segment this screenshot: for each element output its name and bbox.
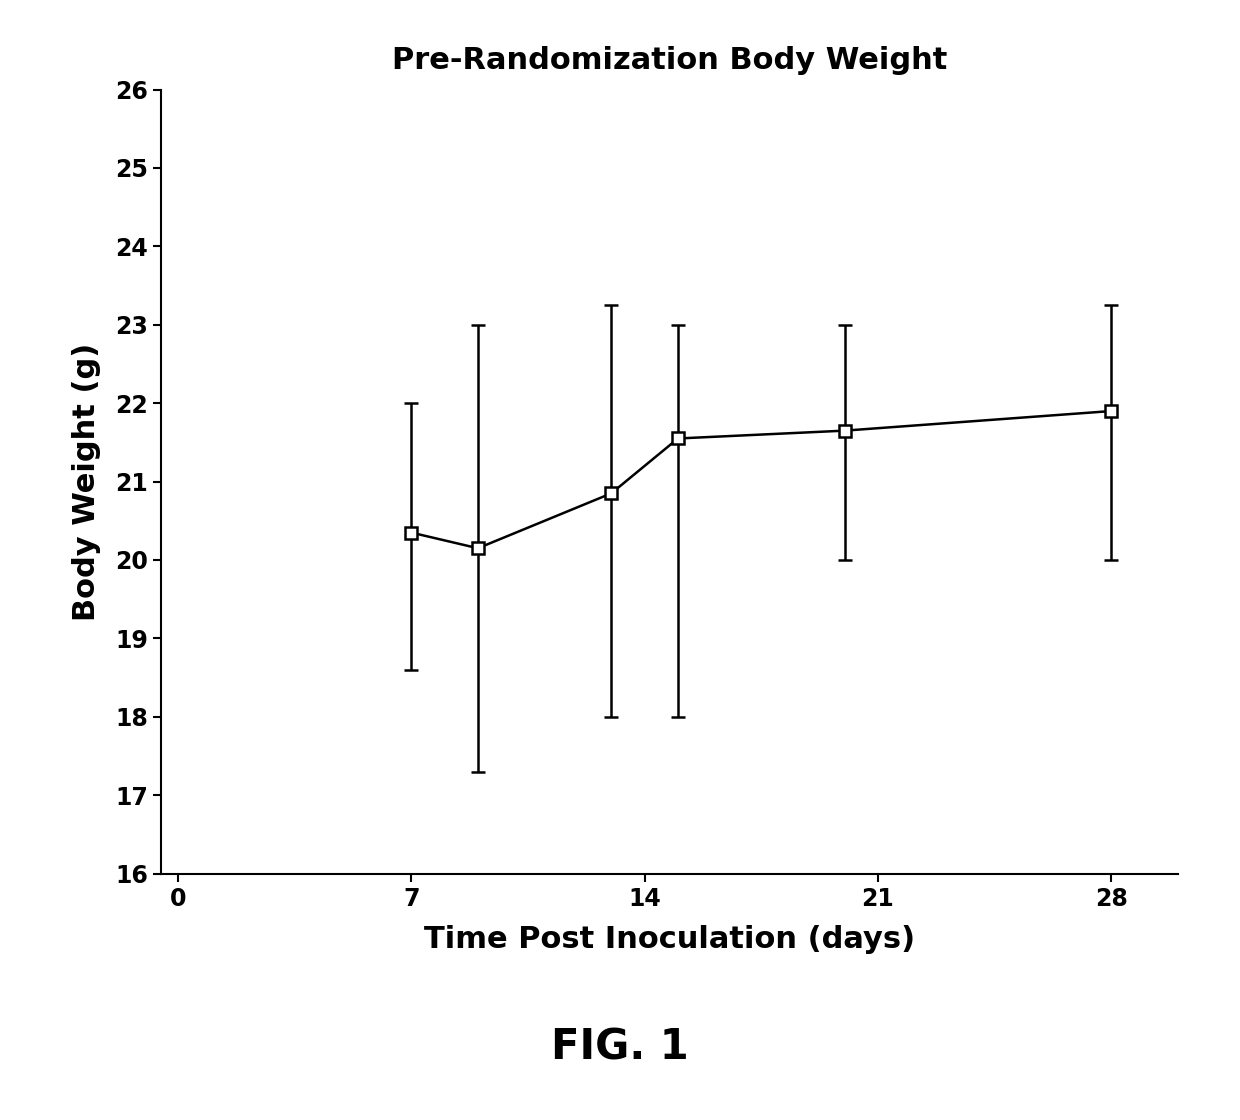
Title: Pre-Randomization Body Weight: Pre-Randomization Body Weight xyxy=(392,46,947,75)
Text: FIG. 1: FIG. 1 xyxy=(551,1026,689,1068)
X-axis label: Time Post Inoculation (days): Time Post Inoculation (days) xyxy=(424,925,915,954)
Y-axis label: Body Weight (g): Body Weight (g) xyxy=(72,343,102,620)
